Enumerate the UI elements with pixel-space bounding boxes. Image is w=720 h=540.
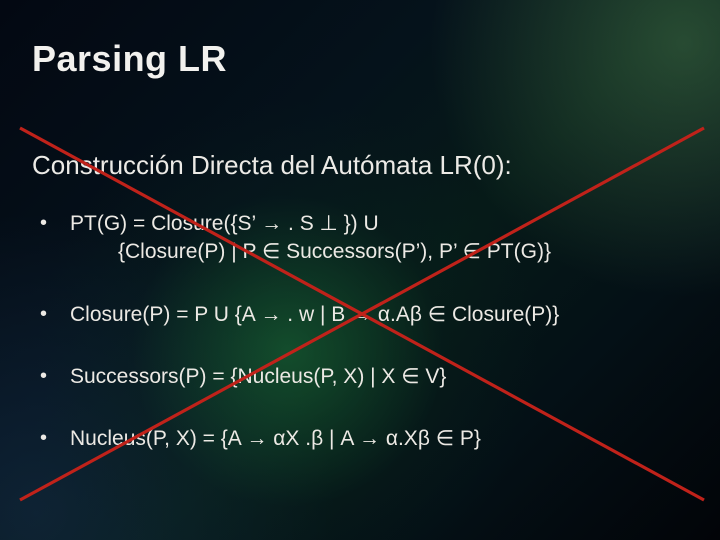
list-item: Successors(P) = {Nucleus(P, X) | X ∈ V} xyxy=(34,363,690,391)
item-text: PT(G) = Closure({S’ → . S ⊥ }) U xyxy=(70,212,379,235)
slide: Parsing LR Construcción Directa del Autó… xyxy=(0,0,720,540)
definitions-list: PT(G) = Closure({S’ → . S ⊥ }) U {Closur… xyxy=(34,210,690,488)
list-item: Closure(P) = P U {A → . w | B → α.Aβ ∈ C… xyxy=(34,301,690,329)
slide-title: Parsing LR xyxy=(32,38,227,80)
item-text: Closure(P) = P U {A → . w | B → α.Aβ ∈ C… xyxy=(70,303,559,326)
list-item: PT(G) = Closure({S’ → . S ⊥ }) U {Closur… xyxy=(34,210,690,267)
list-item: Nucleus(P, X) = {A → αX .β | A → α.Xβ ∈ … xyxy=(34,425,690,453)
item-text: Nucleus(P, X) = {A → αX .β | A → α.Xβ ∈ … xyxy=(70,427,481,450)
item-text: Successors(P) = {Nucleus(P, X) | X ∈ V} xyxy=(70,365,446,388)
slide-subtitle: Construcción Directa del Autómata LR(0): xyxy=(32,150,512,181)
item-text-cont: {Closure(P) | P ∈ Successors(P’), P’ ∈ P… xyxy=(70,238,690,266)
